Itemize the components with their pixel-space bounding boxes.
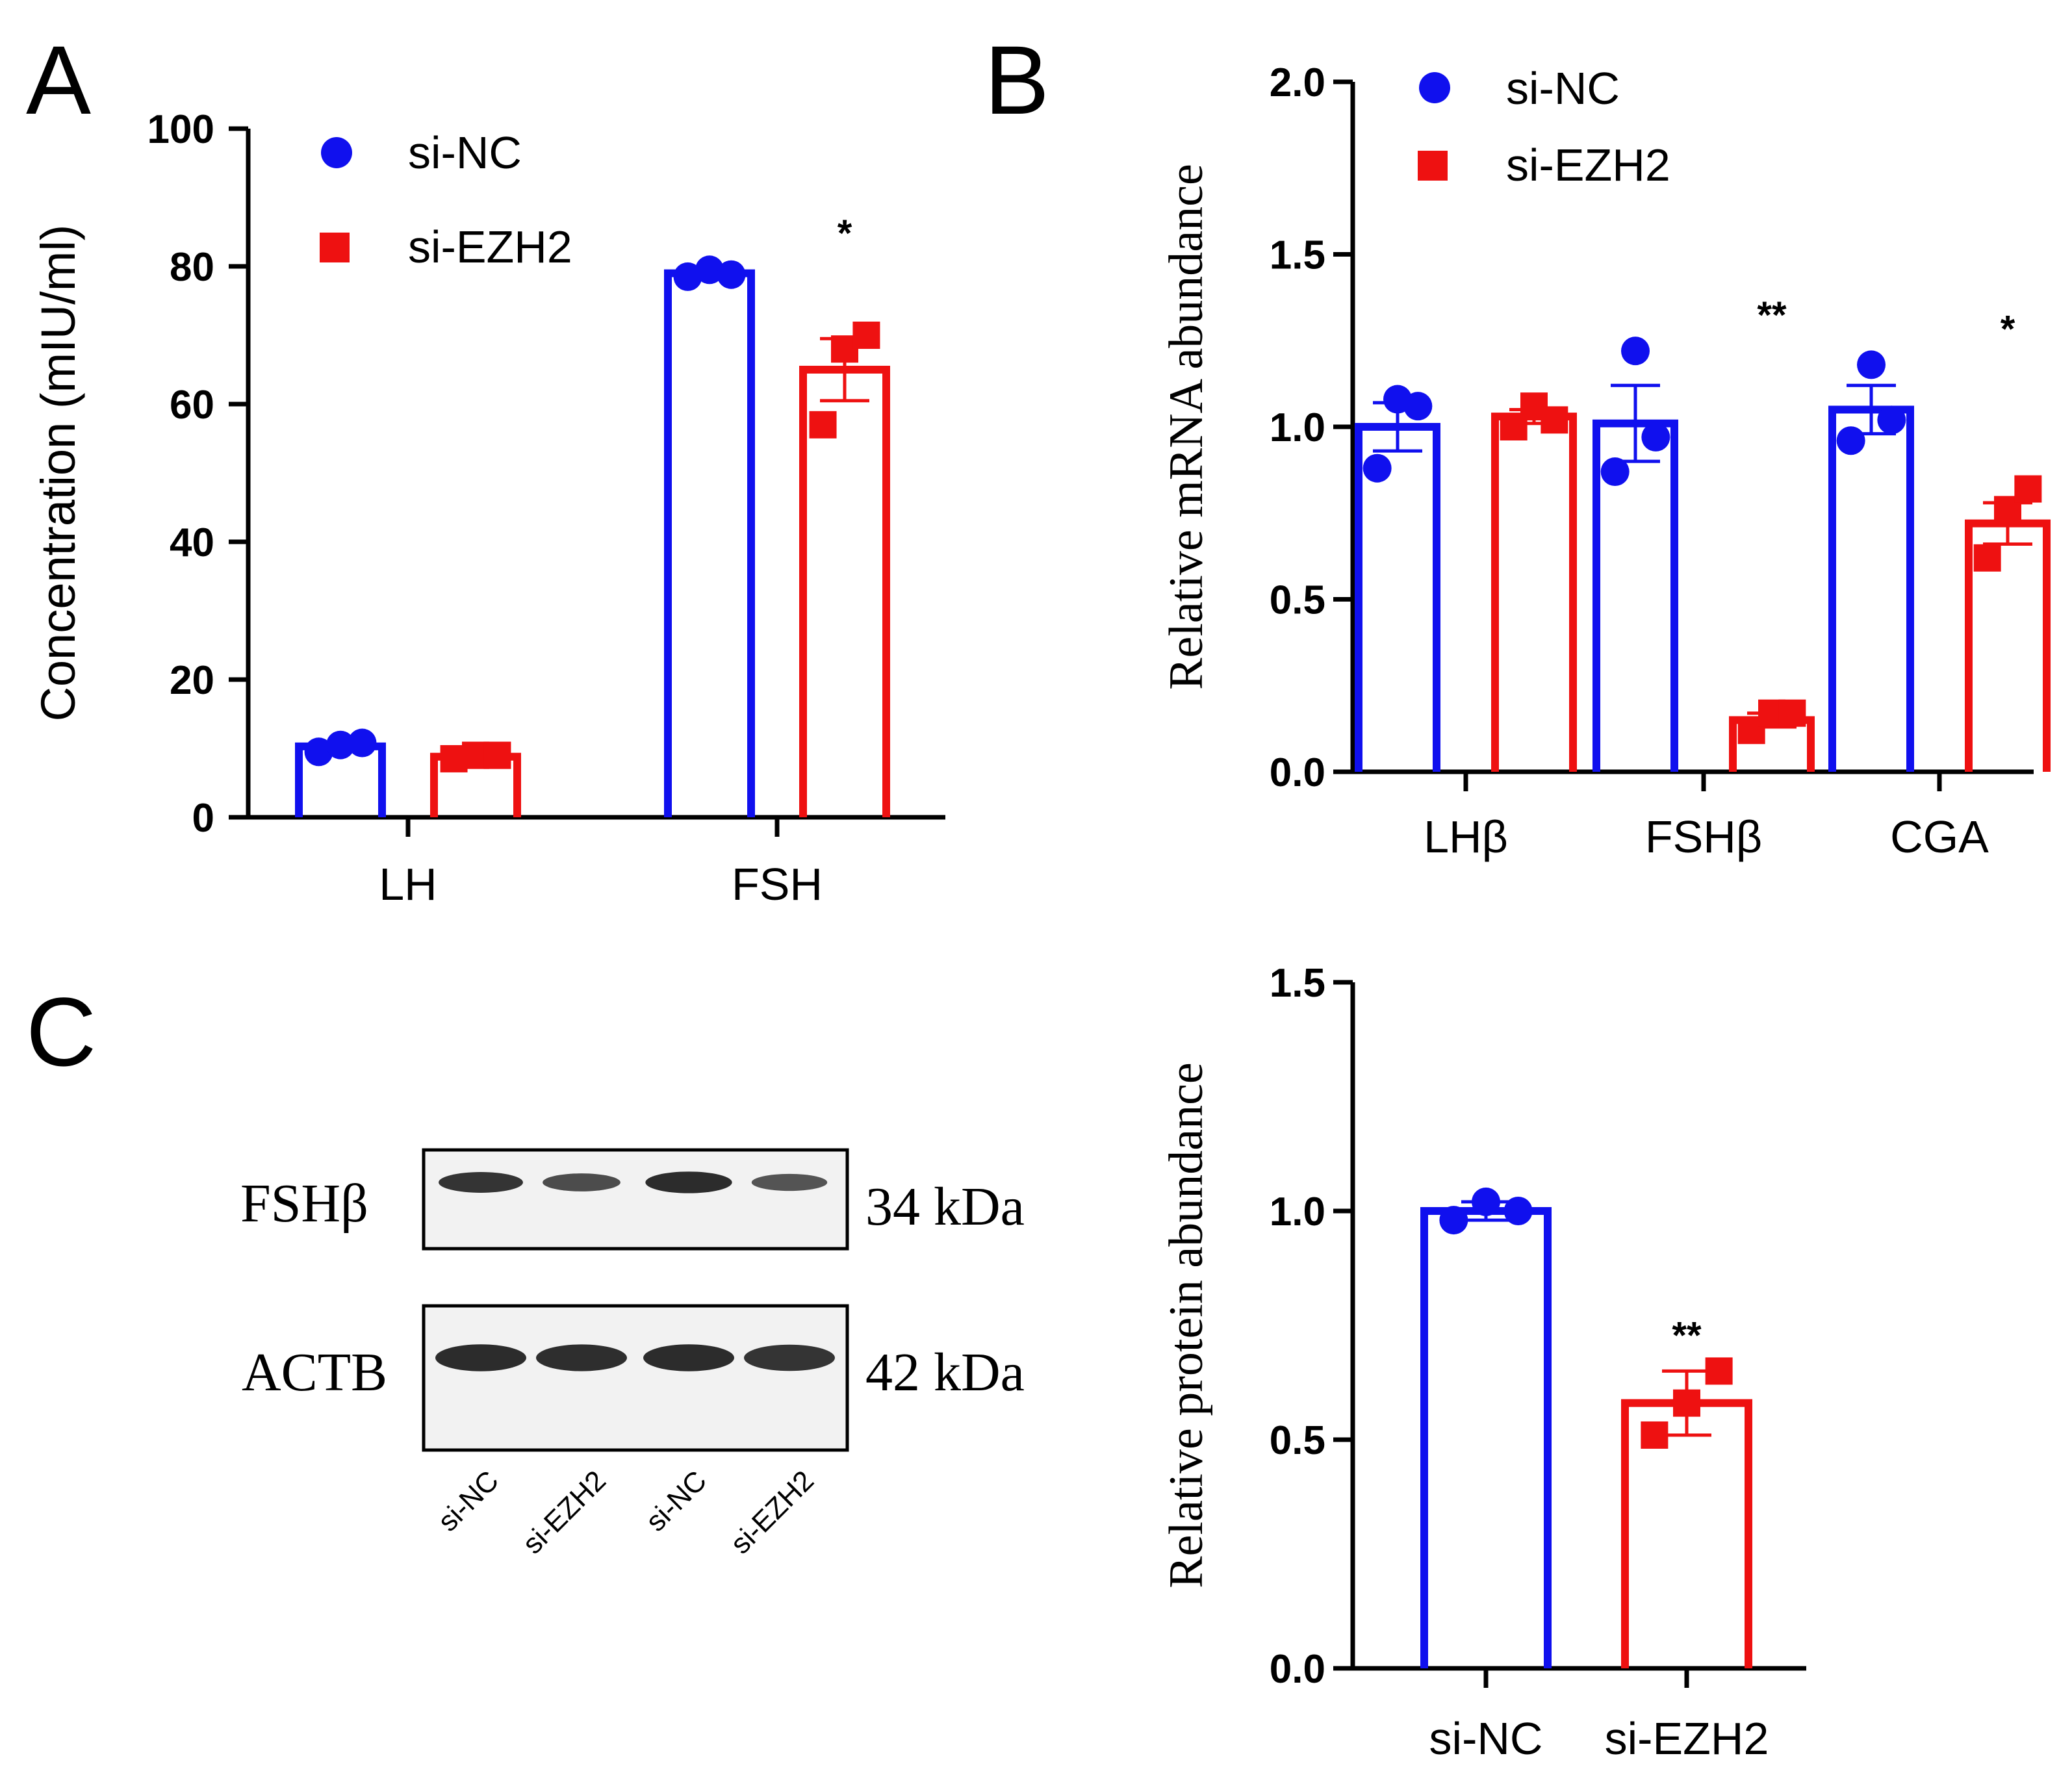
significance-label: *	[838, 212, 852, 255]
data-point	[809, 411, 837, 439]
data-point	[1673, 1389, 1700, 1417]
y-tick-label: 1.0	[1270, 405, 1325, 450]
x-tick-label: LH	[379, 859, 437, 910]
blot-box-fshb	[422, 1148, 849, 1251]
data-point	[1439, 1206, 1468, 1235]
bar	[1491, 413, 1577, 772]
data-point	[1877, 405, 1906, 435]
y-tick-label: 80	[170, 245, 214, 290]
blot-name-fshb: FSHβ	[240, 1173, 368, 1234]
blot-name-actb: ACTB	[242, 1342, 387, 1403]
y-tick-label: 100	[147, 107, 214, 152]
lane-label-4: si-EZH2	[724, 1464, 820, 1560]
blot-band	[435, 1344, 526, 1371]
data-point	[695, 255, 724, 285]
data-point	[1836, 426, 1865, 455]
data-point	[1857, 350, 1886, 379]
blot-band	[643, 1344, 734, 1371]
data-point	[483, 741, 511, 769]
data-point	[1973, 544, 2001, 572]
data-point	[1778, 699, 1806, 727]
lane-label-2: si-EZH2	[517, 1464, 612, 1560]
chart-b-mrna: 0.0 0.5 1.0 1.5 2.0 Relative mRNA abundance LH…	[1160, 60, 2051, 862]
y-tick-label: 1.0	[1270, 1190, 1325, 1234]
lane-label-3: si-NC	[640, 1464, 713, 1537]
y-tick-label: 2.0	[1270, 60, 1325, 105]
legend-a-ezh2-marker	[320, 233, 350, 262]
chart-a-concentration: 0 20 40 60 80 100 Concentration (mIU/ml) LH FSH *	[31, 107, 945, 910]
data-point	[717, 260, 746, 289]
x-tick-label: CGA	[1890, 811, 1989, 862]
panel-letter-b: B	[984, 25, 1049, 134]
x-tick-label: si-EZH2	[1605, 1713, 1769, 1764]
y-tick-label: 0	[192, 796, 214, 841]
data-point	[1403, 392, 1433, 421]
bar	[664, 269, 755, 817]
significance-label: *	[2001, 308, 2015, 350]
blot-band	[543, 1173, 620, 1191]
x-tick-label: LHβ	[1424, 811, 1508, 862]
panel-letter-c: C	[26, 977, 96, 1086]
data-point	[1641, 422, 1670, 452]
blot-band	[751, 1173, 828, 1191]
significance-label: **	[1757, 294, 1787, 337]
legend-b-ezh2-label: si-EZH2	[1506, 140, 1670, 190]
blot-band	[744, 1344, 835, 1371]
data-point	[2014, 475, 2042, 503]
data-point	[1641, 1421, 1669, 1449]
legend-a: si-NC si-EZH2	[320, 127, 572, 272]
legend-a-nc-marker	[321, 137, 352, 168]
data-point	[852, 322, 880, 349]
y-axis-label: Relative protein abundance	[1160, 1062, 1213, 1588]
data-point	[1621, 337, 1650, 366]
y-tick-label: 1.5	[1270, 233, 1325, 278]
y-axis-label: Concentration (mIU/ml)	[31, 225, 85, 722]
blot-box-actb	[422, 1304, 849, 1452]
blot-band	[645, 1171, 732, 1193]
blot-band	[439, 1172, 523, 1193]
data-point	[304, 737, 333, 767]
data-point	[1472, 1187, 1500, 1216]
lane-label-1: si-NC	[432, 1464, 505, 1537]
data-point	[673, 262, 702, 291]
data-point	[326, 730, 355, 759]
blot-band	[536, 1344, 627, 1371]
y-tick-label: 1.5	[1270, 961, 1325, 1006]
data-point	[1503, 1197, 1533, 1225]
x-tick-label: FSHβ	[1645, 811, 1762, 862]
data-point	[1600, 457, 1630, 487]
legend-a-nc-label: si-NC	[408, 127, 522, 178]
legend-b-nc-marker	[1419, 72, 1450, 103]
legend-b-ezh2-marker	[1418, 151, 1448, 181]
data-point	[1705, 1357, 1733, 1385]
blot-size-actb: 42 kDa	[865, 1342, 1025, 1403]
y-tick-label: 40	[170, 520, 214, 565]
legend-b-nc-label: si-NC	[1506, 63, 1620, 114]
western-blot: FSHβ 34 kDa ACTB 42 kDa si-NC si-EZH2 si…	[240, 1148, 1025, 1560]
y-tick-label: 0.0	[1270, 750, 1325, 795]
data-point	[1362, 453, 1392, 483]
x-tick-label: si-NC	[1429, 1713, 1543, 1764]
y-tick-label: 0.5	[1270, 1418, 1325, 1463]
significance-label: **	[1672, 1314, 1702, 1357]
y-tick-label: 60	[170, 383, 214, 427]
y-axis-label: Relative mRNA abundance	[1160, 164, 1213, 690]
legend-a-ezh2-label: si-EZH2	[408, 222, 572, 272]
blot-size-fshb: 34 kDa	[865, 1177, 1025, 1237]
panel-letter-a: A	[26, 25, 91, 134]
bar	[1828, 405, 1914, 772]
data-point	[1541, 406, 1568, 434]
bar	[1420, 1207, 1552, 1668]
x-tick-label: FSH	[732, 859, 823, 910]
blot-bands	[435, 1171, 835, 1371]
y-tick-label: 20	[170, 658, 214, 703]
y-tick-label: 0.5	[1270, 578, 1325, 623]
legend-b: si-NC si-EZH2	[1418, 63, 1670, 190]
y-tick-label: 0.0	[1270, 1647, 1325, 1692]
data-point	[348, 728, 377, 758]
chart-c-protein: 0.0 0.5 1.0 1.5 Relative protein abundance si…	[1160, 961, 1806, 1764]
